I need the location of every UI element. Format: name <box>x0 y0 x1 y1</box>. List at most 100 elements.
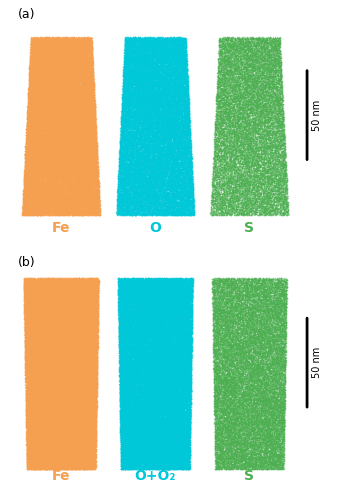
Point <box>165 159 171 167</box>
Point <box>33 302 39 310</box>
Point <box>59 82 65 90</box>
Point <box>62 311 68 319</box>
Point <box>142 438 147 446</box>
Point <box>236 394 242 402</box>
Point <box>67 158 73 166</box>
Point <box>254 433 259 441</box>
Point <box>177 165 183 173</box>
Point <box>74 130 80 138</box>
Point <box>127 328 132 336</box>
Point <box>253 306 259 314</box>
Point <box>133 293 138 301</box>
Point <box>34 328 40 336</box>
Point <box>234 364 240 372</box>
Point <box>214 134 220 142</box>
Point <box>163 396 168 404</box>
Point <box>83 43 89 51</box>
Point <box>33 52 39 60</box>
Point <box>83 370 88 378</box>
Point <box>50 438 55 446</box>
Point <box>119 408 125 416</box>
Point <box>173 384 179 392</box>
Point <box>32 407 38 415</box>
Point <box>49 386 55 394</box>
Point <box>137 194 143 202</box>
Point <box>167 436 172 444</box>
Point <box>50 50 55 58</box>
Point <box>80 457 85 465</box>
Point <box>24 158 30 166</box>
Point <box>172 280 178 288</box>
Point <box>172 62 178 70</box>
Point <box>40 389 46 397</box>
Point <box>168 296 174 304</box>
Point <box>68 452 74 460</box>
Point <box>126 407 132 415</box>
Point <box>57 288 63 296</box>
Point <box>49 162 54 170</box>
Point <box>53 411 58 419</box>
Point <box>34 294 40 302</box>
Point <box>118 329 124 337</box>
Point <box>142 452 147 460</box>
Point <box>163 292 169 300</box>
Point <box>137 444 143 452</box>
Point <box>267 141 273 149</box>
Point <box>44 366 50 374</box>
Point <box>128 116 133 124</box>
Point <box>159 188 165 196</box>
Point <box>35 112 41 120</box>
Point <box>132 359 138 367</box>
Point <box>140 462 146 470</box>
Point <box>92 323 98 331</box>
Point <box>175 401 180 409</box>
Point <box>151 163 157 171</box>
Point <box>234 184 240 192</box>
Point <box>60 460 66 468</box>
Point <box>249 90 255 98</box>
Point <box>152 304 157 312</box>
Point <box>268 95 274 103</box>
Point <box>71 286 77 294</box>
Point <box>82 422 88 430</box>
Point <box>139 278 144 286</box>
Point <box>54 90 60 98</box>
Point <box>179 441 184 449</box>
Point <box>134 454 140 462</box>
Point <box>264 42 270 50</box>
Point <box>278 184 284 192</box>
Point <box>128 430 133 438</box>
Point <box>57 165 63 173</box>
Point <box>271 360 277 368</box>
Point <box>242 158 247 166</box>
Point <box>185 344 191 351</box>
Point <box>266 83 271 91</box>
Point <box>83 155 89 163</box>
Point <box>155 363 160 371</box>
Point <box>87 144 92 152</box>
Point <box>61 92 67 100</box>
Point <box>48 360 54 368</box>
Point <box>149 45 155 53</box>
Point <box>253 367 259 375</box>
Point <box>43 393 49 401</box>
Point <box>49 206 55 214</box>
Point <box>179 318 184 326</box>
Point <box>154 460 159 468</box>
Point <box>184 418 190 426</box>
Point <box>52 431 58 439</box>
Point <box>246 97 252 105</box>
Point <box>273 36 279 44</box>
Point <box>240 98 246 106</box>
Point <box>78 294 84 302</box>
Point <box>62 384 68 392</box>
Point <box>126 60 131 68</box>
Point <box>77 174 83 182</box>
Point <box>148 96 153 104</box>
Point <box>179 422 185 430</box>
Point <box>215 198 220 206</box>
Point <box>46 290 51 298</box>
Point <box>82 100 87 108</box>
Point <box>73 52 78 60</box>
Point <box>56 157 62 165</box>
